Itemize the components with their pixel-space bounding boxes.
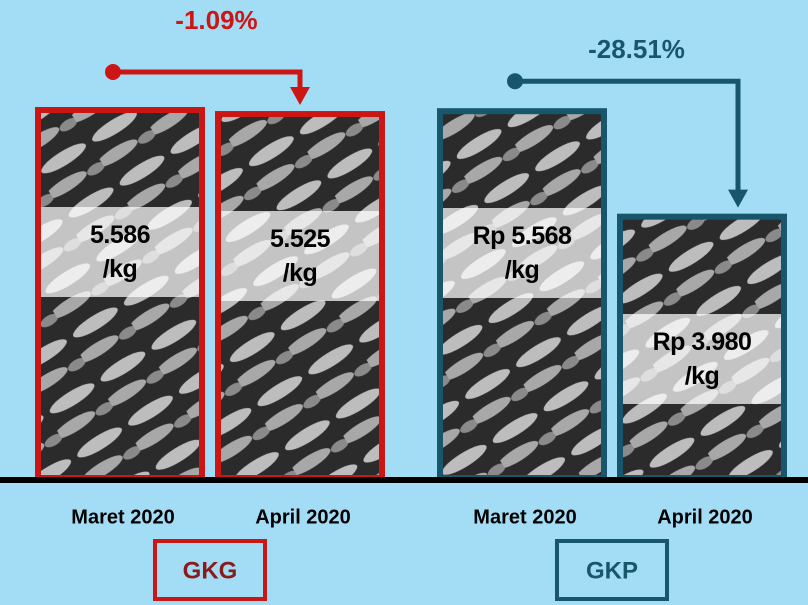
group-box <box>555 539 669 601</box>
arrow-head <box>728 189 748 208</box>
arrow-line <box>113 69 303 92</box>
change-annotation: -1.09% <box>175 5 257 35</box>
arrow-head <box>290 87 310 106</box>
group-label: GKP <box>586 557 638 584</box>
value-label: 5.586 /kg <box>41 207 199 297</box>
x-tick-label: Maret 2020 <box>473 506 576 528</box>
x-tick-label: April 2020 <box>657 506 753 528</box>
value-label: Rp 5.568 /kg <box>443 208 601 299</box>
x-tick-label: Maret 2020 <box>71 506 174 528</box>
value-label: Rp 3.980 /kg <box>623 313 781 404</box>
group-box <box>153 539 267 601</box>
group-label: GKG <box>183 557 238 584</box>
arrow-line <box>515 78 741 194</box>
value-label: 5.525 /kg <box>221 211 379 302</box>
change-annotation: -28.51% <box>588 34 685 64</box>
x-tick-label: April 2020 <box>255 506 351 528</box>
